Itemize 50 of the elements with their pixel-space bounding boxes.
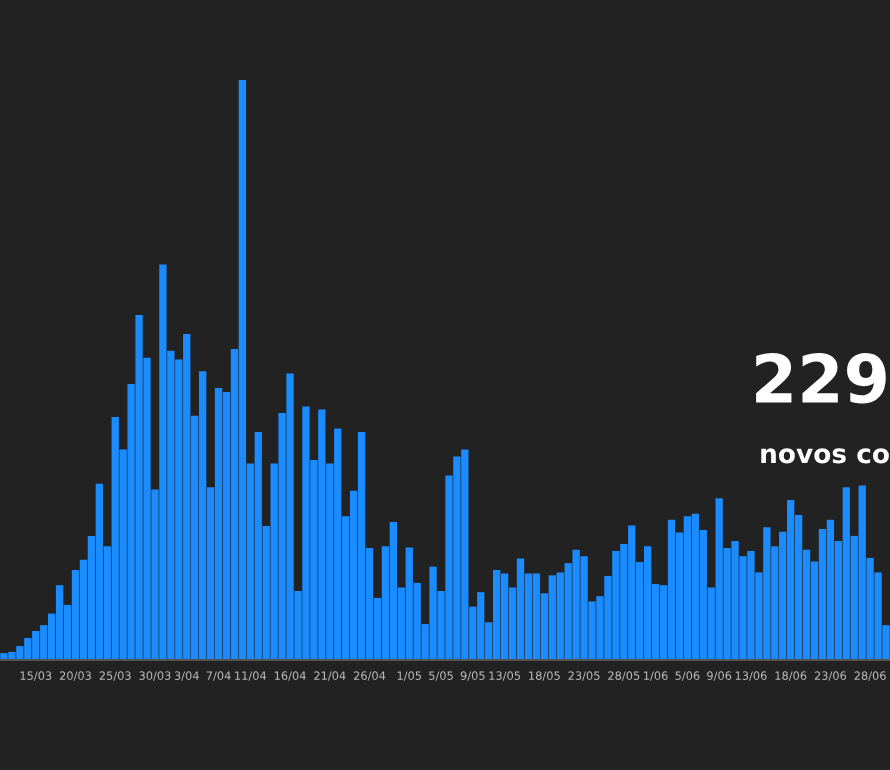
bar bbox=[667, 519, 676, 660]
bar bbox=[0, 653, 8, 660]
bar bbox=[787, 499, 795, 660]
bar bbox=[453, 456, 461, 660]
bar bbox=[8, 651, 16, 660]
bar bbox=[493, 570, 501, 660]
bar bbox=[95, 483, 103, 660]
annotation: 229 bbox=[756, 353, 886, 404]
bar bbox=[532, 573, 541, 660]
bar bbox=[238, 80, 247, 660]
bar bbox=[254, 432, 262, 660]
bar bbox=[858, 485, 866, 660]
bar bbox=[159, 264, 167, 660]
bar bbox=[318, 409, 326, 660]
bar bbox=[731, 541, 739, 660]
bar bbox=[302, 406, 310, 660]
bar bbox=[826, 519, 835, 660]
bar bbox=[691, 513, 699, 660]
bar bbox=[628, 525, 636, 660]
bar bbox=[461, 449, 469, 660]
bar bbox=[548, 575, 556, 660]
bar bbox=[32, 631, 40, 660]
bar bbox=[747, 550, 755, 660]
bar bbox=[842, 487, 850, 660]
bar bbox=[643, 546, 652, 660]
annotation: novos co bbox=[761, 448, 889, 464]
bar bbox=[818, 528, 827, 660]
bar bbox=[135, 314, 143, 660]
bar bbox=[715, 498, 723, 660]
bar bbox=[389, 521, 397, 660]
bar bbox=[24, 637, 32, 660]
bar bbox=[516, 558, 525, 660]
bar bbox=[183, 334, 191, 660]
bar bbox=[580, 556, 588, 660]
bar bbox=[16, 646, 24, 660]
bar bbox=[572, 549, 580, 660]
bar bbox=[500, 573, 509, 660]
bar bbox=[357, 432, 366, 660]
bar bbox=[683, 516, 692, 660]
bar bbox=[405, 547, 413, 660]
bar bbox=[477, 592, 485, 660]
bar bbox=[334, 428, 342, 660]
bar bbox=[286, 373, 294, 660]
bar bbox=[429, 566, 437, 660]
bar bbox=[111, 416, 119, 660]
bar bbox=[763, 527, 771, 660]
bar bbox=[55, 585, 64, 660]
bar bbox=[198, 371, 207, 660]
bar bbox=[214, 387, 223, 660]
bar bbox=[612, 550, 620, 660]
